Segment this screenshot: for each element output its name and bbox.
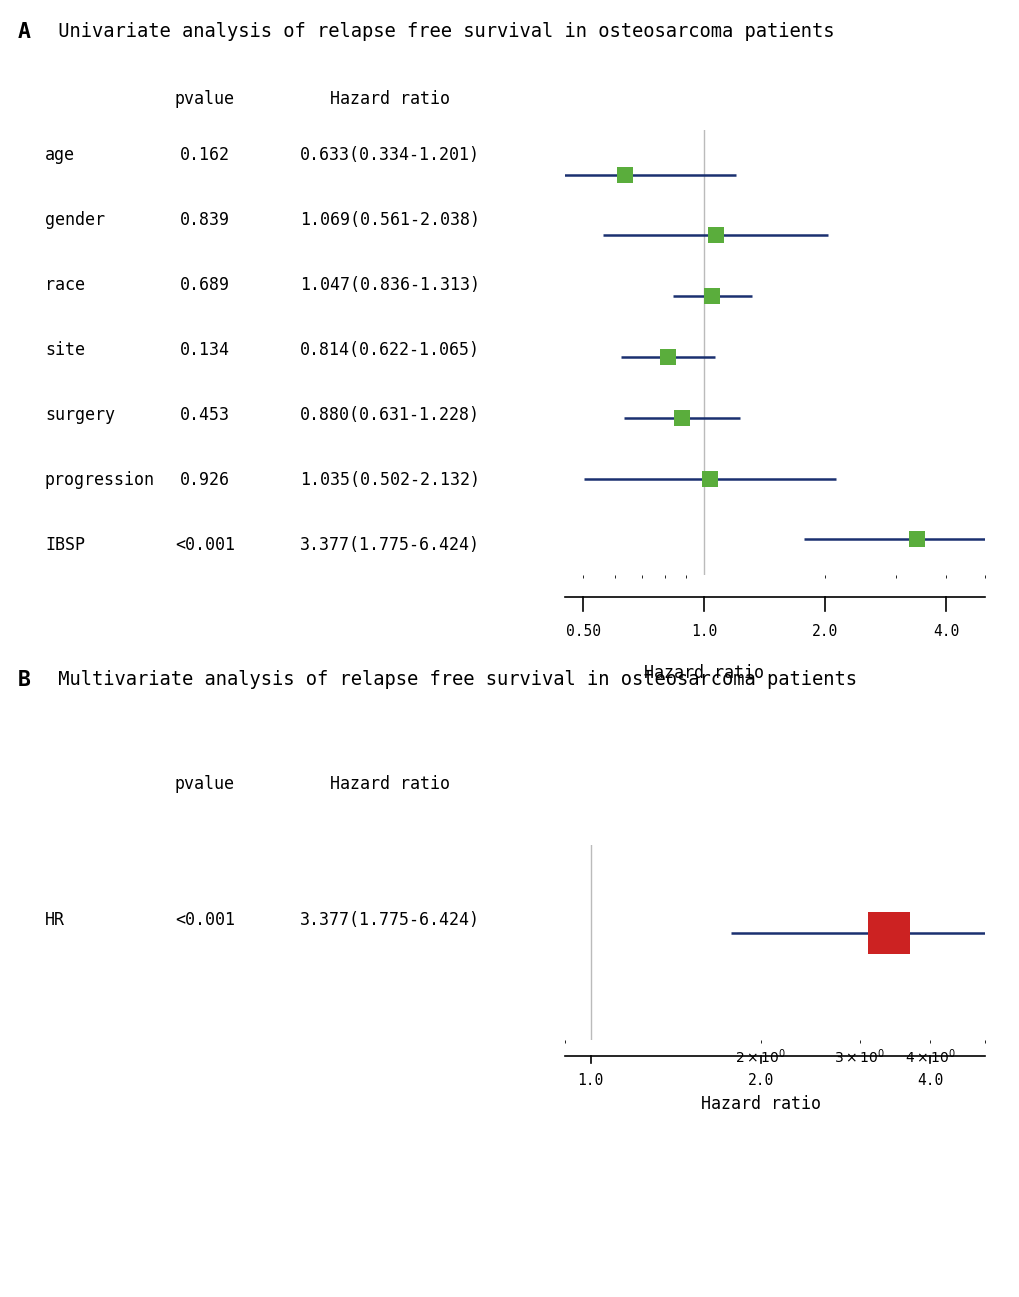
Text: 4.0: 4.0 [916, 1073, 943, 1088]
Text: progression: progression [45, 471, 155, 489]
Text: 1.069(0.561-2.038): 1.069(0.561-2.038) [300, 211, 480, 230]
Text: 3.377(1.775-6.424): 3.377(1.775-6.424) [300, 536, 480, 554]
Text: 0.839: 0.839 [179, 211, 229, 230]
Text: 0.134: 0.134 [179, 341, 229, 359]
Text: 4.0: 4.0 [932, 624, 958, 639]
Text: A: A [18, 22, 31, 42]
Text: 0.814(0.622-1.065): 0.814(0.622-1.065) [300, 341, 480, 359]
Text: pvalue: pvalue [175, 776, 234, 792]
Text: Hazard ratio: Hazard ratio [330, 776, 449, 792]
Text: Hazard ratio: Hazard ratio [644, 664, 763, 682]
Text: race: race [45, 276, 85, 294]
Text: gender: gender [45, 211, 105, 230]
Text: age: age [45, 147, 75, 163]
Text: 0.926: 0.926 [179, 471, 229, 489]
Text: 0.689: 0.689 [179, 276, 229, 294]
Text: 2.0: 2.0 [811, 624, 838, 639]
Text: HR: HR [45, 910, 65, 929]
Text: 1.035(0.502-2.132): 1.035(0.502-2.132) [300, 471, 480, 489]
Text: <0.001: <0.001 [175, 536, 234, 554]
Text: pvalue: pvalue [175, 89, 234, 108]
Text: Multivariate analysis of relapse free survival in osteosarcoma patients: Multivariate analysis of relapse free su… [47, 671, 856, 689]
Text: B: B [18, 671, 31, 690]
Text: 1.0: 1.0 [691, 624, 716, 639]
Text: 1.0: 1.0 [577, 1073, 603, 1088]
Text: 3.377(1.775-6.424): 3.377(1.775-6.424) [300, 910, 480, 929]
Text: 2.0: 2.0 [747, 1073, 773, 1088]
Text: 0.880(0.631-1.228): 0.880(0.631-1.228) [300, 406, 480, 424]
Text: <0.001: <0.001 [175, 910, 234, 929]
Text: Hazard ratio: Hazard ratio [700, 1095, 819, 1113]
Text: Univariate analysis of relapse free survival in osteosarcoma patients: Univariate analysis of relapse free surv… [47, 22, 834, 42]
Text: 0.162: 0.162 [179, 147, 229, 163]
Text: IBSP: IBSP [45, 536, 85, 554]
Text: Hazard ratio: Hazard ratio [330, 89, 449, 108]
Text: 0.50: 0.50 [566, 624, 600, 639]
Text: 1.047(0.836-1.313): 1.047(0.836-1.313) [300, 276, 480, 294]
Text: site: site [45, 341, 85, 359]
Text: surgery: surgery [45, 406, 115, 424]
Text: 0.633(0.334-1.201): 0.633(0.334-1.201) [300, 147, 480, 163]
Text: 0.453: 0.453 [179, 406, 229, 424]
